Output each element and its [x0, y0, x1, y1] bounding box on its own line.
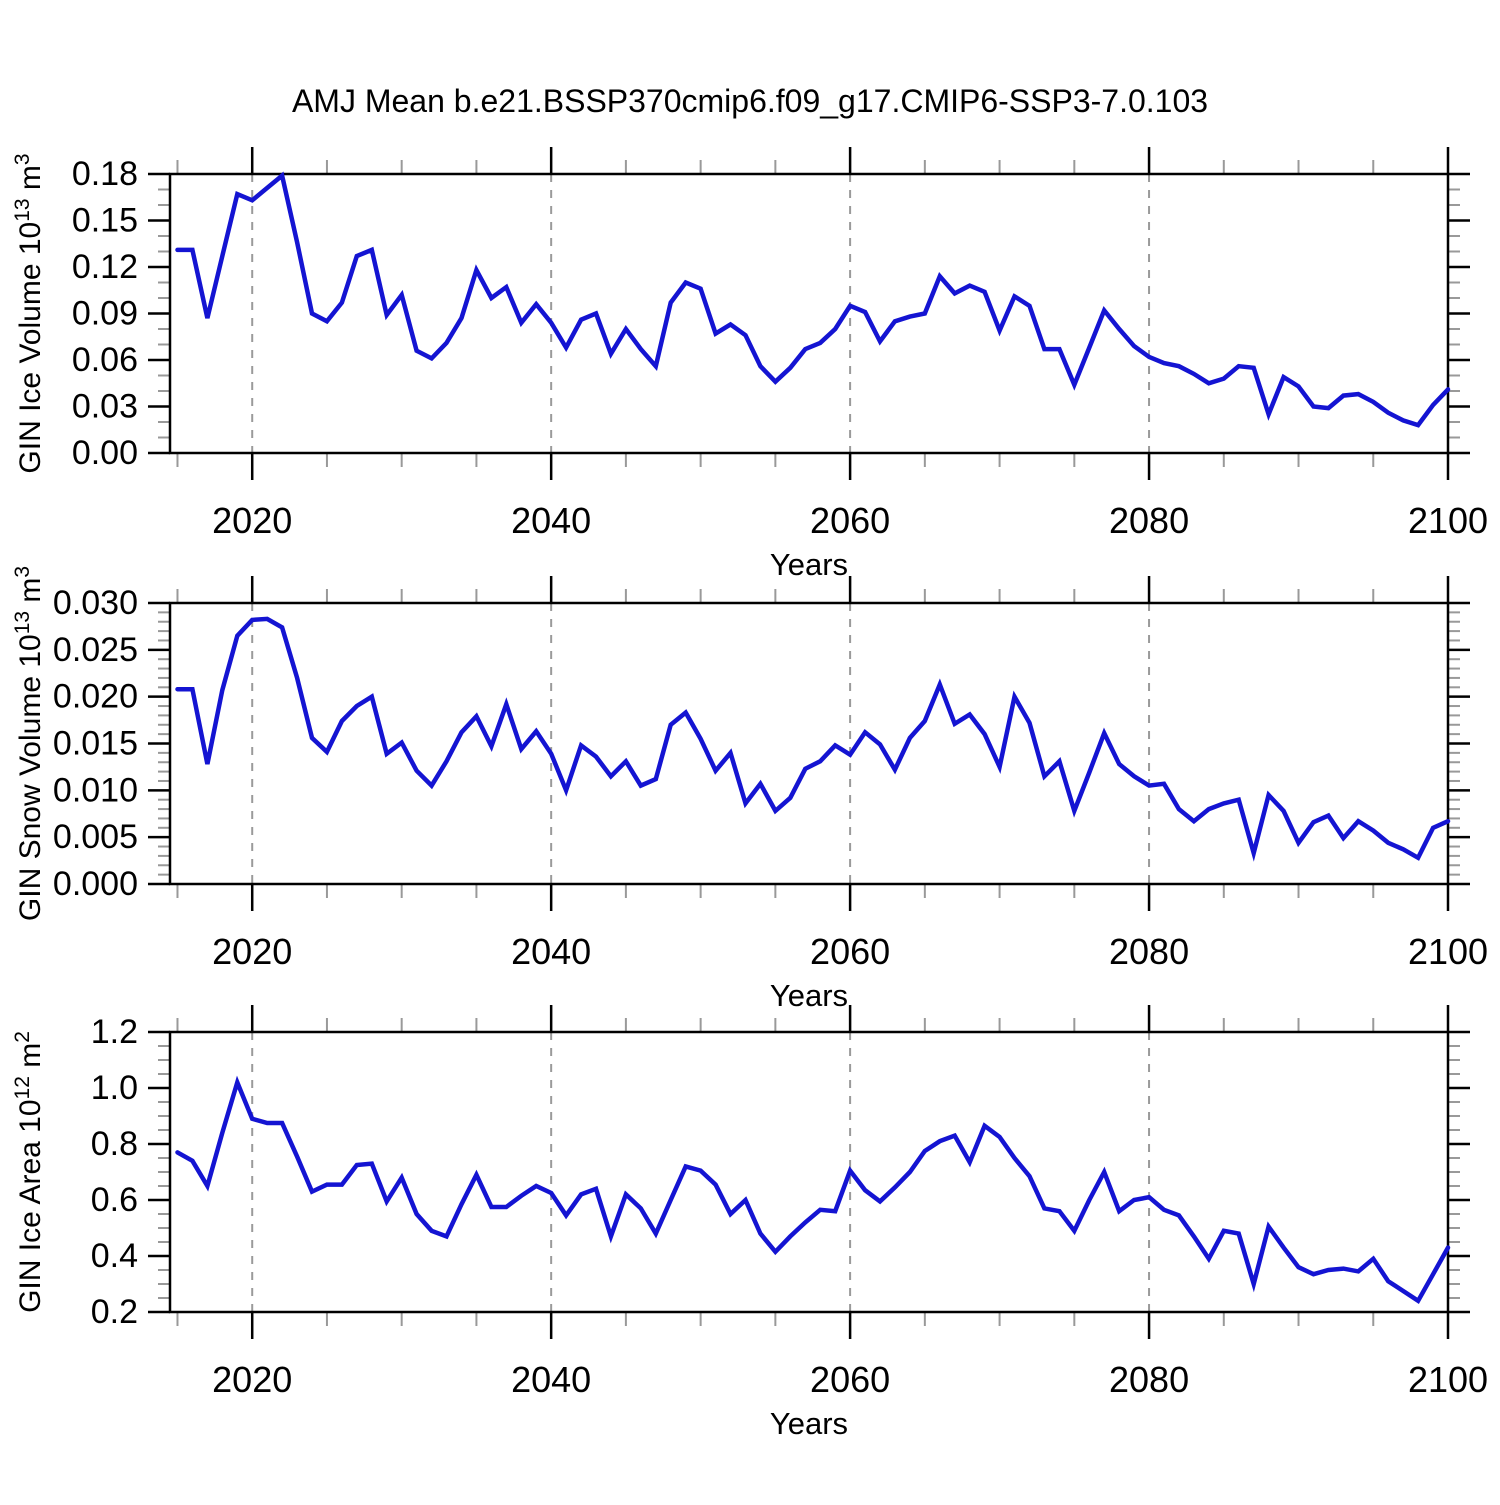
y-axis-title-ice-area: GIN Ice Area 1012 m2 [11, 1031, 47, 1313]
y-axis-title-snow-volume: GIN Snow Volume 1013 m3 [11, 566, 47, 921]
chart-title: AMJ Mean b.e21.BSSP370cmip6.f09_g17.CMIP… [292, 83, 1208, 119]
y-tick-label: 0.030 [53, 584, 138, 622]
y-tick-label: 0.000 [53, 865, 138, 903]
x-tick-label: 2080 [1109, 500, 1189, 541]
x-tick-label: 2040 [511, 1359, 591, 1400]
plot-frame [168, 601, 1450, 886]
y-tick-label: 0.010 [53, 771, 138, 809]
y-tick-label: 0.15 [72, 202, 138, 240]
panel-ice-volume: GIN Ice Volume 1013 m3 0.00 0.03 0.06 0.09 0… [11, 147, 1488, 582]
y-tick-label: 0.18 [72, 155, 138, 193]
x-axis-title: Years [770, 1406, 848, 1441]
y-tick-label: 0.4 [91, 1237, 138, 1275]
x-tick-label: 2040 [511, 500, 591, 541]
y-tick-label: 0.12 [72, 248, 138, 286]
y-tick-label: 1.2 [91, 1013, 138, 1051]
panel-ice-area: GIN Ice Area 1012 m2 0.2 0.4 0.6 0.8 1.0 1.2 2… [11, 1005, 1488, 1441]
x-tick-label: 2020 [212, 931, 292, 972]
x-tick-label: 2100 [1408, 1359, 1488, 1400]
x-tick-label: 2100 [1408, 500, 1488, 541]
x-tick-label: 2020 [212, 1359, 292, 1400]
y-tick-label: 0.2 [91, 1293, 138, 1331]
y-tick-label: 0.6 [91, 1181, 138, 1219]
series-line [175, 171, 1451, 428]
plot-frame [168, 172, 1450, 455]
x-axis-title: Years [770, 547, 848, 582]
y-tick-label: 0.8 [91, 1125, 138, 1163]
y-tick-label: 0.09 [72, 295, 138, 333]
x-tick-label: 2060 [810, 1359, 890, 1400]
series-line [175, 1075, 1451, 1305]
x-tick-label: 2060 [810, 500, 890, 541]
y-tick-label: 0.005 [53, 818, 138, 856]
series-line [175, 616, 1451, 862]
y-tick-label: 1.0 [91, 1069, 138, 1107]
plot-frame [168, 1030, 1450, 1314]
x-tick-label: 2080 [1109, 931, 1189, 972]
y-tick-label: 0.03 [72, 388, 138, 426]
panel-snow-volume: GIN Snow Volume 1013 m3 0.000 0.005 0.010 0… [11, 566, 1488, 1013]
x-tick-label: 2080 [1109, 1359, 1189, 1400]
y-tick-label: 0.00 [72, 434, 138, 472]
y-tick-label: 0.06 [72, 341, 138, 379]
x-tick-label: 2040 [511, 931, 591, 972]
x-tick-label: 2100 [1408, 931, 1488, 972]
x-axis-title: Years [770, 978, 848, 1013]
y-tick-label: 0.020 [53, 678, 138, 716]
x-tick-label: 2060 [810, 931, 890, 972]
y-axis-title-ice-volume: GIN Ice Volume 1013 m3 [11, 153, 47, 473]
x-tick-label: 2020 [212, 500, 292, 541]
y-tick-label: 0.025 [53, 631, 138, 669]
y-tick-label: 0.015 [53, 725, 138, 763]
